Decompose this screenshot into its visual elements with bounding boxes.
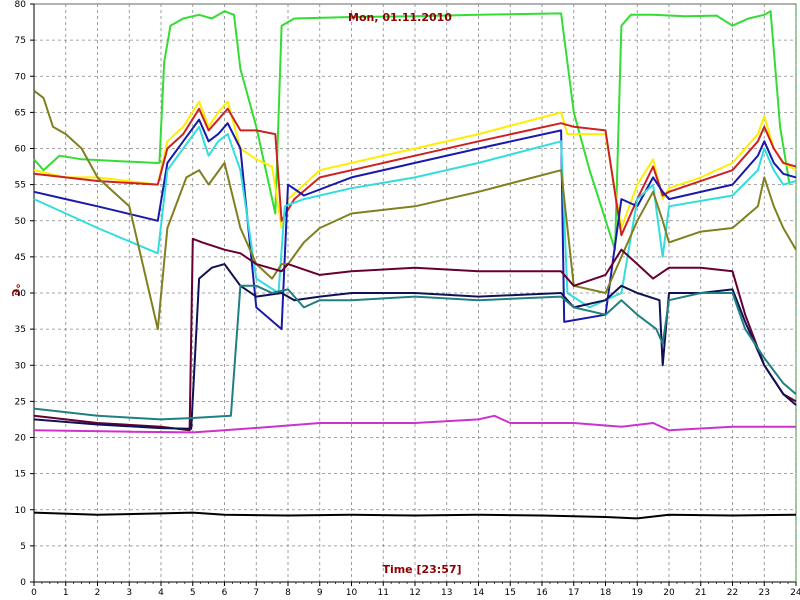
series-line-11 xyxy=(33,511,797,520)
y-tick-label: 65 xyxy=(15,108,26,118)
series-line-4 xyxy=(33,118,797,331)
y-tick-label: 50 xyxy=(15,217,27,227)
x-tick-label: 10 xyxy=(346,588,358,598)
y-tick-label: 70 xyxy=(15,72,27,82)
label-layer: 0 1 2 3 4 5 6 7 8 9 10 11 12 13 14 15 16 17 18 19 20 21 22 23 24… xyxy=(15,0,800,598)
x-tick-label: 9 xyxy=(317,588,323,598)
x-tick-label: 4 xyxy=(158,588,164,598)
y-tick-label: 55 xyxy=(15,181,26,191)
y-tick-label: 20 xyxy=(15,434,27,444)
y-tick-label: 60 xyxy=(15,145,27,155)
x-tick-label: 6 xyxy=(222,588,228,598)
y-tick-label: 80 xyxy=(15,0,27,10)
x-tick-label: 1 xyxy=(63,588,69,598)
x-tick-label: 15 xyxy=(505,588,516,598)
x-tick-label: 11 xyxy=(378,588,389,598)
x-tick-label: 2 xyxy=(95,588,101,598)
axis-layer xyxy=(30,3,797,586)
series-line-6 xyxy=(33,89,797,331)
x-tick-label: 5 xyxy=(190,588,196,598)
x-tick-label: 13 xyxy=(441,588,452,598)
x-tick-label: 16 xyxy=(536,588,548,598)
x-tick-label: 7 xyxy=(253,588,259,598)
series-line-2 xyxy=(33,100,797,229)
y-tick-label: 10 xyxy=(15,506,27,516)
y-tick-label: 35 xyxy=(15,325,26,335)
x-tick-label: 19 xyxy=(632,588,644,598)
series-line-10 xyxy=(33,414,796,434)
x-axis-label: Time [23:57] xyxy=(382,563,461,576)
x-tick-label: 24 xyxy=(790,588,800,598)
y-tick-label: 5 xyxy=(20,542,26,552)
x-tick-label: 23 xyxy=(759,588,770,598)
x-tick-label: 21 xyxy=(695,588,706,598)
y-axis-label: °C xyxy=(9,283,22,297)
chart-title: Mon, 01.11.2010 xyxy=(348,11,452,24)
series-line-8 xyxy=(33,263,797,430)
x-tick-label: 17 xyxy=(568,588,579,598)
x-tick-label: 22 xyxy=(727,588,738,598)
y-tick-label: 30 xyxy=(15,361,27,371)
series-line-1 xyxy=(33,10,791,251)
x-tick-label: 0 xyxy=(31,588,37,598)
y-tick-label: 45 xyxy=(15,253,26,263)
x-tick-label: 14 xyxy=(473,588,485,598)
series-layer xyxy=(33,10,797,520)
x-tick-label: 3 xyxy=(126,588,132,598)
series-line-7 xyxy=(33,237,797,432)
y-tick-label: 15 xyxy=(15,470,26,480)
y-tick-label: 40 xyxy=(15,289,27,299)
y-tick-label: 0 xyxy=(20,578,26,588)
x-tick-label: 8 xyxy=(285,588,291,598)
series-line-5 xyxy=(33,125,797,309)
x-tick-label: 20 xyxy=(663,588,675,598)
series-line-9 xyxy=(33,284,797,421)
series-line-3 xyxy=(33,107,797,237)
y-tick-label: 75 xyxy=(15,36,26,46)
x-tick-label: 18 xyxy=(600,588,612,598)
y-tick-label: 25 xyxy=(15,397,26,407)
x-tick-label: 12 xyxy=(409,588,420,598)
